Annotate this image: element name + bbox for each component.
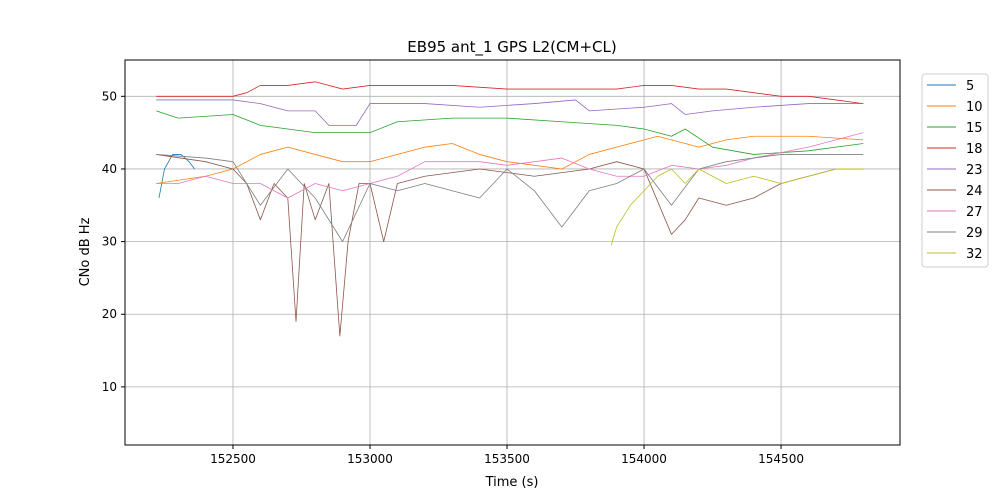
series-line-5 [158, 154, 195, 199]
legend-label-23: 23 [966, 163, 983, 178]
series-line-23 [156, 99, 864, 126]
chart-title: EB95 ant_1 GPS L2(CM+CL) [407, 38, 616, 57]
x-axis-label: Time (s) [485, 475, 539, 490]
series-line-24 [156, 154, 864, 337]
x-tick-label: 154000 [621, 452, 667, 466]
x-tick-label: 154500 [758, 452, 804, 466]
x-tick-label: 152500 [210, 452, 256, 466]
legend: 5 10 15 18 23 24 27 29 32 [921, 73, 989, 268]
y-tick-label: 40 [102, 162, 117, 176]
series-line-27 [156, 132, 864, 199]
legend-label-24: 24 [966, 184, 983, 199]
axis-ticks: 152500 153000 153500 154000 154500 10 20 30 40 50 [102, 89, 804, 466]
legend-label-18: 18 [966, 142, 983, 157]
legend-label-10: 10 [966, 100, 983, 115]
series-line-15 [156, 110, 864, 155]
plot-frame [124, 59, 901, 446]
series-line-32 [610, 168, 864, 246]
y-tick-label: 10 [102, 380, 117, 394]
y-tick-label: 50 [102, 89, 117, 103]
x-tick-label: 153500 [484, 452, 530, 466]
y-tick-label: 20 [102, 307, 117, 321]
series-lines [156, 81, 864, 337]
legend-label-15: 15 [966, 121, 983, 136]
y-axis-label: CNo dB Hz [78, 217, 93, 286]
legend-frame [921, 73, 989, 268]
gridlines [125, 60, 900, 445]
legend-label-29: 29 [966, 226, 983, 241]
series-line-29 [156, 154, 864, 243]
x-tick-label: 153000 [347, 452, 393, 466]
legend-label-5: 5 [966, 79, 974, 94]
legend-label-32: 32 [966, 247, 983, 262]
series-line-10 [156, 135, 864, 184]
series-line-18 [156, 81, 864, 104]
y-tick-label: 30 [102, 235, 117, 249]
legend-label-27: 27 [966, 205, 983, 220]
